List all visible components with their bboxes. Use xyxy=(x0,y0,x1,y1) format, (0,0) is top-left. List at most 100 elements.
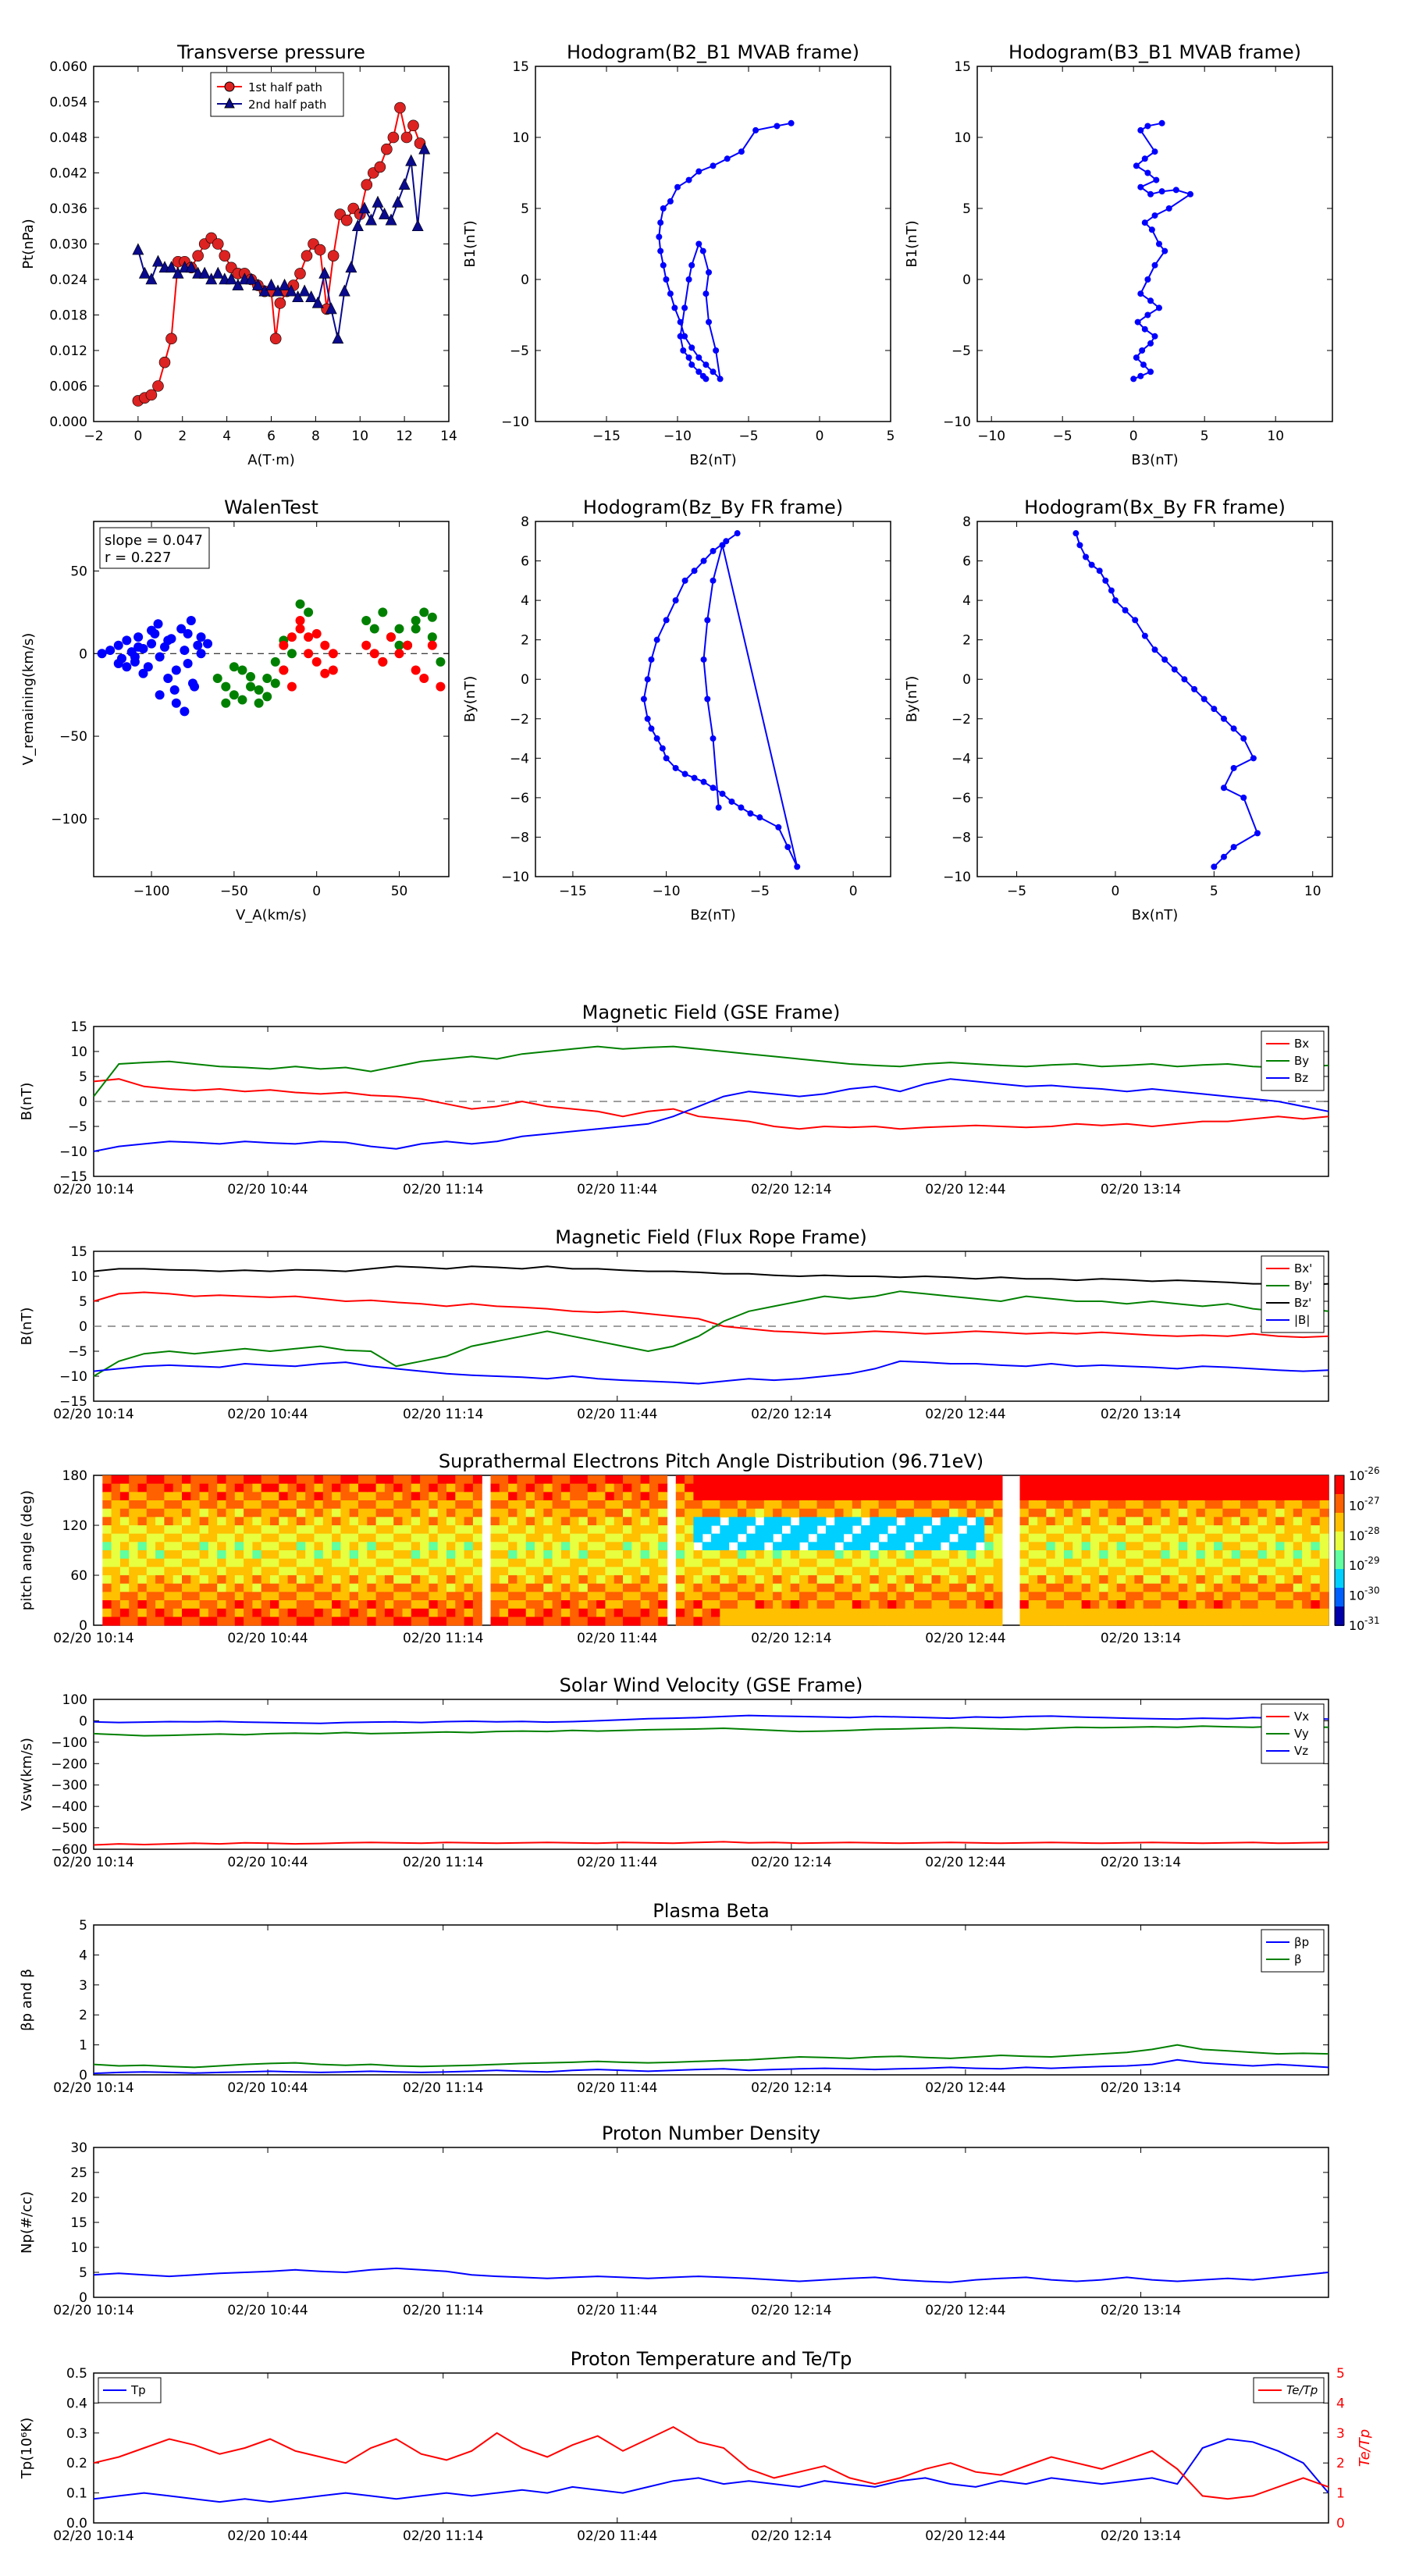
heatmap-cell xyxy=(560,1583,571,1592)
heatmap-cell xyxy=(279,1492,289,1501)
heatmap-cell xyxy=(437,1500,447,1510)
data-marker xyxy=(305,290,318,303)
heatmap-cell xyxy=(861,1475,870,1485)
heatmap-cell xyxy=(905,1558,915,1567)
heatmap-cell xyxy=(1293,1492,1303,1501)
heatmap-cell xyxy=(173,1567,183,1576)
heatmap-cell xyxy=(728,1575,738,1585)
heatmap-cell xyxy=(560,1475,571,1485)
scatter-point xyxy=(180,646,190,656)
heatmap-cell xyxy=(905,1500,915,1510)
heatmap-cell xyxy=(1143,1500,1153,1510)
heatmap-cell xyxy=(949,1475,959,1485)
heatmap-cell xyxy=(1028,1517,1038,1526)
heatmap-cell xyxy=(560,1592,571,1601)
heatmap-cell xyxy=(499,1517,509,1526)
heatmap-cell xyxy=(1266,1492,1276,1501)
heatmap-cell xyxy=(649,1583,659,1592)
heatmap-cell xyxy=(1284,1592,1294,1601)
heatmap-cell xyxy=(570,1550,580,1560)
heatmap-cell xyxy=(199,1525,209,1535)
heatmap-cell xyxy=(455,1542,465,1551)
heatmap-cell xyxy=(675,1500,685,1510)
heatmap-cell xyxy=(843,1592,853,1601)
heatmap-cell xyxy=(305,1508,315,1517)
heatmap-cell xyxy=(1187,1583,1197,1592)
heatmap-cell xyxy=(164,1600,174,1610)
heatmap-cell xyxy=(535,1475,544,1485)
heatmap-cell xyxy=(887,1617,897,1626)
heatmap-cell xyxy=(393,1592,404,1601)
heatmap-cell xyxy=(1284,1508,1294,1517)
heatmap-cell xyxy=(702,1608,712,1617)
heatmap-cell xyxy=(1046,1483,1056,1493)
heatmap-cell xyxy=(146,1600,156,1610)
heatmap-cell xyxy=(1090,1617,1100,1626)
heatmap-cell xyxy=(464,1608,474,1617)
heatmap-cell xyxy=(685,1517,694,1526)
heatmap-cell xyxy=(949,1500,959,1510)
heatmap-cell xyxy=(1064,1558,1073,1567)
data-marker xyxy=(1112,597,1119,604)
heatmap-cell xyxy=(711,1483,720,1493)
heatmap-cell xyxy=(755,1550,765,1560)
y-tick-label: −5 xyxy=(510,343,529,359)
heatmap-cell xyxy=(552,1592,562,1601)
panel-magnetic-field-gse: Magnetic Field (GSE Frame)02/20 10:14 02/… xyxy=(19,1002,1329,1197)
heatmap-cell xyxy=(490,1517,500,1526)
heatmap-cell xyxy=(1204,1608,1215,1617)
heatmap-cell xyxy=(499,1492,509,1501)
heatmap-cell xyxy=(270,1508,279,1517)
heatmap-cell xyxy=(525,1500,535,1510)
heatmap-cell xyxy=(244,1592,253,1601)
heatmap-cell xyxy=(1222,1550,1232,1560)
heatmap-cell xyxy=(437,1508,447,1517)
heatmap-cell xyxy=(199,1583,209,1592)
heatmap-cell xyxy=(896,1600,906,1610)
heatmap-cell xyxy=(543,1558,553,1567)
heatmap-cell xyxy=(261,1608,271,1617)
heatmap-cell xyxy=(332,1558,341,1567)
heatmap-cell xyxy=(1222,1583,1232,1592)
heatmap-cell xyxy=(640,1483,650,1493)
heatmap-cell xyxy=(905,1533,915,1542)
heatmap-cell xyxy=(137,1575,148,1585)
heatmap-cell xyxy=(799,1600,809,1610)
heatmap-cell xyxy=(737,1492,747,1501)
heatmap-cell xyxy=(1249,1492,1259,1501)
heatmap-cell xyxy=(552,1550,562,1560)
heatmap-cell xyxy=(1266,1617,1276,1626)
heatmap-cell xyxy=(913,1592,923,1601)
y-tick-label: 0.018 xyxy=(49,308,87,324)
heatmap-cell xyxy=(173,1525,183,1535)
data-marker xyxy=(700,557,707,564)
y-tick-label: 0 xyxy=(79,1094,87,1110)
y-tick-label: 0 xyxy=(962,272,971,288)
heatmap-cell xyxy=(190,1533,201,1542)
x-tick-label: 12 xyxy=(396,429,413,444)
data-marker xyxy=(1147,190,1154,197)
heatmap-cell xyxy=(790,1500,800,1510)
heatmap-cell xyxy=(913,1567,923,1576)
heatmap-cell xyxy=(587,1608,597,1617)
heatmap-cell xyxy=(129,1558,139,1567)
heatmap-cell xyxy=(1214,1600,1223,1610)
y-tick-label: −10 xyxy=(501,415,529,430)
heatmap-cell xyxy=(1204,1567,1215,1576)
scatter-point xyxy=(97,649,107,659)
series-line xyxy=(93,1360,1329,1385)
heatmap-cell xyxy=(931,1483,941,1493)
heatmap-cell xyxy=(578,1492,589,1501)
heatmap-cell xyxy=(358,1492,368,1501)
heatmap-cell xyxy=(614,1575,624,1585)
heatmap-cell xyxy=(199,1483,209,1493)
heatmap-cell xyxy=(658,1517,668,1526)
heatmap-cell xyxy=(287,1608,297,1617)
heatmap-cell xyxy=(490,1492,500,1501)
heatmap-cell xyxy=(261,1500,271,1510)
heatmap-cell xyxy=(437,1492,447,1501)
heatmap-cell xyxy=(649,1608,659,1617)
heatmap-cell xyxy=(834,1500,845,1510)
heatmap-cell xyxy=(825,1567,835,1576)
y-tick-label: 6 xyxy=(521,554,529,570)
